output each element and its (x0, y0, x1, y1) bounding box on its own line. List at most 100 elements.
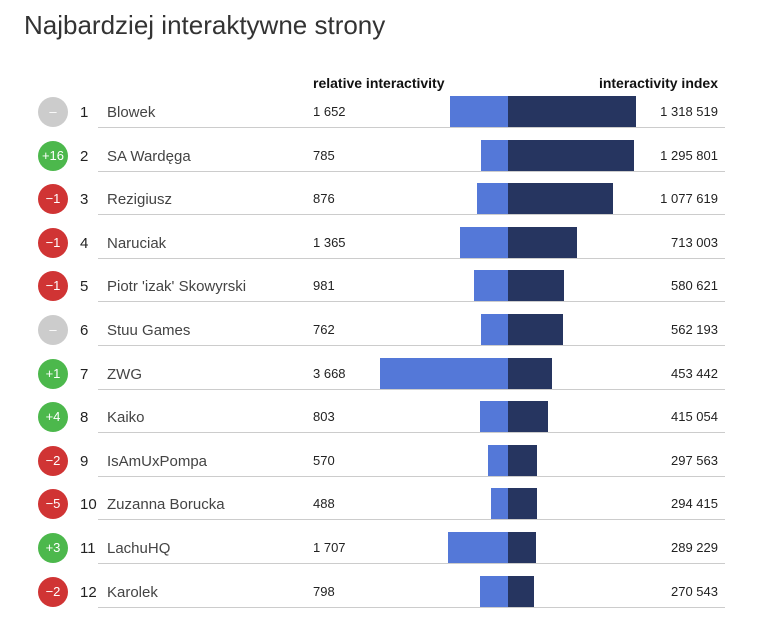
table-row: −2 9 IsAmUxPompa 570 297 563 (0, 444, 767, 489)
relative-interactivity-label: 876 (313, 191, 335, 207)
interactivity-index-label: 1 318 519 (660, 104, 718, 119)
channel-name: Kaiko (107, 409, 145, 427)
channel-name: SA Wardęga (107, 147, 191, 165)
channel-name: ZWG (107, 365, 142, 383)
rank-change-badge: +1 (38, 358, 68, 389)
table-row: −2 12 Karolek 798 270 543 (0, 575, 767, 620)
relative-interactivity-bar (481, 314, 508, 346)
table-row: −1 4 Naruciak 1 365 713 003 (0, 226, 767, 271)
relative-interactivity-label: 488 (313, 496, 335, 512)
channel-name: Karolek (107, 583, 158, 601)
interactivity-index-bar (508, 226, 578, 259)
row-divider (98, 563, 725, 564)
relative-interactivity-bar (480, 575, 508, 608)
rank-number: 2 (80, 147, 89, 165)
interactivity-index-label: 294 415 (671, 496, 718, 512)
interactivity-index-bar (508, 488, 537, 521)
interactivity-index-label: 270 543 (671, 583, 718, 599)
relative-interactivity-bar (473, 270, 508, 303)
relative-interactivity-bar (477, 183, 508, 216)
rank-change-badge: −2 (38, 576, 68, 607)
interactivity-index-label: 562 193 (671, 322, 718, 337)
relative-interactivity-bar (490, 488, 508, 521)
relative-interactivity-label: 981 (313, 278, 335, 294)
rank-number: 11 (80, 540, 96, 557)
row-divider (98, 301, 725, 303)
table-row: −1 5 Piotr 'izak' Skowyrski 981 580 621 (0, 270, 767, 314)
rank-number: 7 (80, 365, 89, 383)
table-row: −1 3 Rezigiusz 876 1 077 619 (0, 183, 767, 227)
table-row: +16 2 SA Wardęga 785 1 295 801 (0, 139, 767, 184)
channel-name: Stuu Games (107, 322, 191, 339)
rank-change-badge: – (38, 315, 68, 345)
channel-name: Naruciak (107, 234, 167, 252)
channel-name: LachuHQ (107, 540, 171, 557)
table-row: –6 Stuu Games 762 562 193 (0, 314, 767, 358)
interactivity-index-bar (508, 401, 549, 434)
row-divider (98, 519, 725, 521)
interactivity-index-bar (508, 532, 537, 564)
rank-change-badge: – (38, 97, 68, 127)
rank-change-badge: −1 (38, 227, 68, 258)
table-row: −5 10 Zuzanna Borucka 488 294 415 (0, 488, 767, 532)
rank-number: 5 (80, 278, 89, 296)
interactivity-index-bar (508, 183, 613, 216)
relative-interactivity-label: 1 365 (313, 234, 346, 250)
channel-name: Rezigiusz (107, 191, 173, 209)
rank-change-badge: +4 (38, 402, 68, 433)
relative-interactivity-label: 570 (313, 452, 335, 468)
table-row: +4 8 Kaiko 803 415 054 (0, 401, 767, 445)
channel-name: Piotr 'izak' Skowyrski (107, 278, 247, 296)
channel-name: Zuzanna Borucka (107, 496, 225, 514)
row-divider (98, 606, 725, 608)
interactivity-index-header: interactivity index (598, 75, 718, 91)
row-divider (98, 214, 725, 216)
relative-interactivity-bar (450, 96, 508, 128)
row-divider (98, 170, 725, 172)
rank-number: 4 (80, 234, 89, 252)
interactivity-index-bar (508, 96, 636, 128)
relative-interactivity-bar (448, 532, 508, 564)
rank-number: 10 (80, 496, 97, 514)
table-row: +3 11 LachuHQ 1 707 289 229 (0, 532, 767, 576)
relative-interactivity-label: 803 (313, 409, 335, 425)
interactivity-index-label: 415 054 (671, 409, 718, 425)
relative-interactivity-bar (460, 226, 508, 259)
interactivity-index-bar (508, 314, 563, 346)
interactivity-index-bar (508, 575, 535, 608)
row-divider (98, 345, 725, 346)
rank-number: 9 (80, 452, 89, 470)
interactivity-index-label: 713 003 (671, 234, 718, 250)
rank-change-badge: −1 (38, 271, 68, 302)
interactivity-index-label: 1 295 801 (660, 147, 718, 163)
rank-change-badge: −1 (38, 184, 68, 215)
row-divider (98, 257, 725, 259)
relative-interactivity-bar (380, 357, 508, 390)
relative-interactivity-label: 798 (313, 583, 335, 599)
channel-name: Blowek (107, 104, 156, 121)
table-row: +1 7 ZWG 3 668 453 442 (0, 357, 767, 402)
table-row: –1 Blowek 1 652 1 318 519 (0, 96, 767, 140)
relative-interactivity-label: 1 652 (313, 104, 346, 119)
interactivity-index-label: 580 621 (671, 278, 718, 294)
row-divider (98, 475, 725, 477)
interactivity-index-bar (508, 357, 553, 390)
interactivity-index-label: 453 442 (671, 365, 718, 381)
chart-title: Najbardziej interaktywne strony (24, 10, 386, 40)
rank-number: 1 (80, 104, 89, 121)
interactivity-index-bar (508, 270, 565, 303)
rank-change-badge: −2 (38, 445, 68, 476)
interactivity-index-label: 289 229 (671, 540, 718, 555)
row-divider (98, 388, 725, 390)
relative-interactivity-bar (479, 401, 508, 434)
relative-interactivity-label: 762 (313, 322, 335, 337)
relative-interactivity-bar (480, 139, 508, 172)
row-divider (98, 432, 725, 434)
relative-interactivity-bar (488, 444, 508, 477)
relative-interactivity-label: 785 (313, 147, 335, 163)
interactivity-index-bar (508, 139, 634, 172)
rank-number: 6 (80, 322, 89, 339)
rank-number: 12 (80, 583, 97, 601)
row-divider (98, 127, 725, 128)
rank-change-badge: −5 (38, 489, 68, 520)
